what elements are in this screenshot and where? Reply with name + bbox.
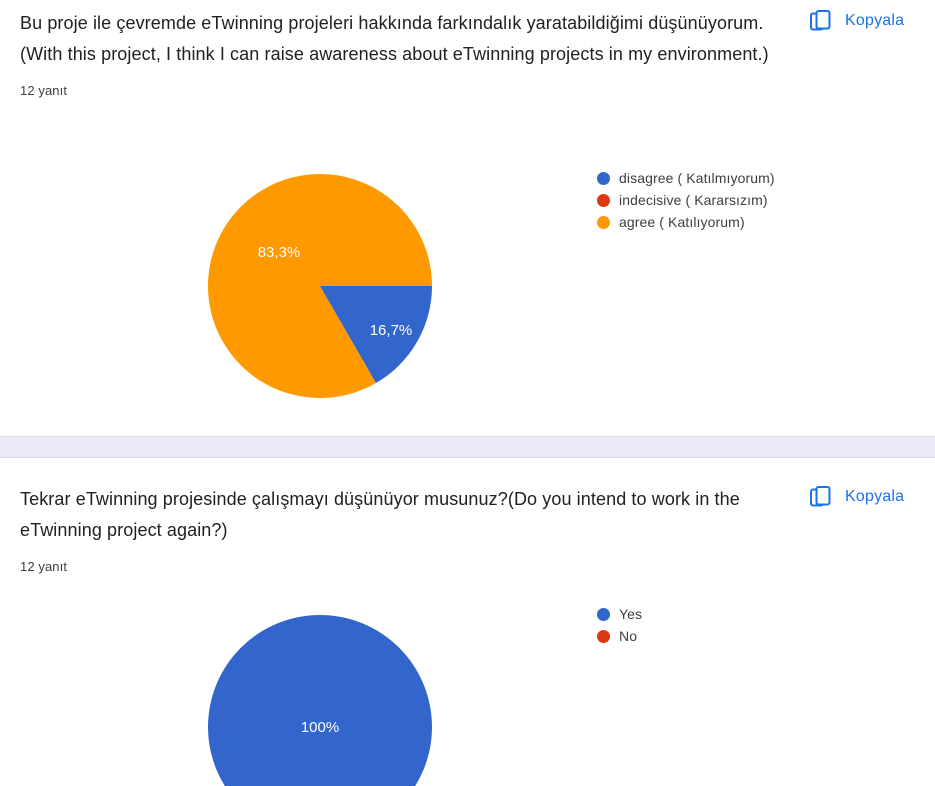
pie-slice-disagree [320, 286, 432, 383]
legend-item[interactable]: Yes [597, 606, 642, 622]
legend-label: indecisive ( Kararsızım) [619, 192, 768, 208]
legend-swatch-icon [597, 171, 610, 185]
pie-chart-1: 83,3% 16,7% [208, 174, 432, 398]
legend-swatch-icon [597, 607, 610, 621]
legend-swatch-icon [597, 193, 610, 207]
pie-chart-2: 100% [208, 615, 432, 786]
legend-label: disagree ( Katılmıyorum) [619, 170, 775, 186]
copy-button[interactable]: Kopyala [808, 8, 904, 34]
pie-slice-agree [208, 174, 432, 398]
legend-item[interactable]: indecisive ( Kararsızım) [597, 192, 775, 208]
question-block-1: Bu proje ile çevremde eTwinning projeler… [0, 0, 935, 436]
response-count: 12 yanıt [20, 83, 68, 98]
legend-label: agree ( Katılıyorum) [619, 214, 745, 230]
legend-item[interactable]: No [597, 628, 642, 644]
question-block-2: Tekrar eTwinning projesinde çalışmayı dü… [0, 458, 935, 786]
chart-area-2: 100% Yes No [0, 600, 935, 786]
question-header-1: Bu proje ile çevremde eTwinning projeler… [0, 0, 935, 100]
legend-label: No [619, 628, 638, 644]
copy-icon [808, 484, 834, 510]
copy-button[interactable]: Kopyala [808, 484, 904, 510]
section-divider [0, 436, 935, 458]
pie-label-yes: 100% [301, 719, 339, 736]
chart-area-1: 83,3% 16,7% disagree ( Katılmıyorum) ind… [0, 150, 935, 436]
copy-button-label: Kopyala [845, 488, 905, 505]
copy-button-label: Kopyala [845, 12, 905, 29]
pie-label-agree: 83,3% [258, 244, 301, 261]
pie-slice-yes [208, 615, 432, 786]
legend-item[interactable]: disagree ( Katılmıyorum) [597, 170, 775, 186]
question-title: Tekrar eTwinning projesinde çalışmayı dü… [20, 489, 740, 540]
pie-label-disagree: 16,7% [370, 322, 413, 339]
legend-label: Yes [619, 606, 643, 622]
response-count: 12 yanıt [20, 559, 68, 574]
chart-legend-1: disagree ( Katılmıyorum) indecisive ( Ka… [597, 170, 775, 230]
copy-icon [808, 8, 834, 34]
question-header-2: Tekrar eTwinning projesinde çalışmayı dü… [0, 458, 935, 576]
legend-item[interactable]: agree ( Katılıyorum) [597, 214, 775, 230]
question-title: Bu proje ile çevremde eTwinning projeler… [20, 13, 769, 64]
chart-legend-2: Yes No [597, 606, 642, 644]
legend-swatch-icon [597, 215, 610, 229]
legend-swatch-icon [597, 629, 610, 643]
